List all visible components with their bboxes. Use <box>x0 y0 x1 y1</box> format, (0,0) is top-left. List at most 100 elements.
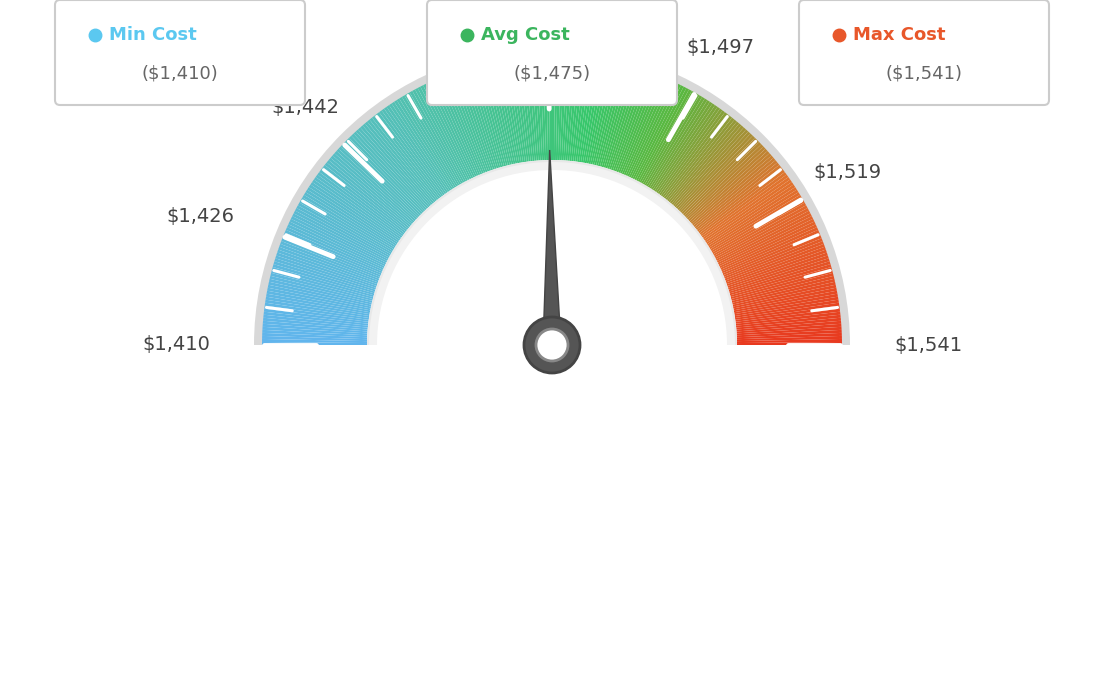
Wedge shape <box>633 84 681 179</box>
Wedge shape <box>310 182 399 243</box>
Wedge shape <box>588 61 613 164</box>
Wedge shape <box>629 81 676 177</box>
Wedge shape <box>266 290 370 313</box>
Wedge shape <box>287 224 384 270</box>
Wedge shape <box>264 306 369 322</box>
Wedge shape <box>522 57 534 161</box>
Wedge shape <box>491 61 516 164</box>
Wedge shape <box>710 195 802 251</box>
Wedge shape <box>351 134 425 211</box>
Wedge shape <box>693 158 775 227</box>
Wedge shape <box>635 86 683 180</box>
Wedge shape <box>716 210 810 261</box>
Wedge shape <box>421 86 469 180</box>
Wedge shape <box>500 59 521 163</box>
Wedge shape <box>507 58 526 162</box>
Wedge shape <box>688 149 767 221</box>
Wedge shape <box>275 258 375 292</box>
Wedge shape <box>692 155 774 226</box>
Wedge shape <box>735 312 840 326</box>
Wedge shape <box>330 155 412 226</box>
Wedge shape <box>486 62 511 165</box>
Wedge shape <box>307 187 396 246</box>
Wedge shape <box>266 297 370 316</box>
Wedge shape <box>626 79 670 176</box>
Wedge shape <box>540 55 546 160</box>
Wedge shape <box>660 110 725 197</box>
Wedge shape <box>604 66 636 168</box>
Wedge shape <box>703 177 790 239</box>
Wedge shape <box>733 282 836 306</box>
Wedge shape <box>362 124 433 205</box>
Wedge shape <box>314 177 401 239</box>
Wedge shape <box>512 57 529 161</box>
Wedge shape <box>364 121 434 204</box>
Wedge shape <box>735 308 840 324</box>
Wedge shape <box>591 61 615 164</box>
Wedge shape <box>339 146 417 220</box>
Wedge shape <box>412 90 465 183</box>
FancyBboxPatch shape <box>427 0 677 105</box>
Wedge shape <box>720 224 817 270</box>
Wedge shape <box>417 87 468 181</box>
Wedge shape <box>549 55 552 160</box>
Wedge shape <box>737 339 842 343</box>
Wedge shape <box>382 108 445 195</box>
Wedge shape <box>264 312 369 326</box>
Wedge shape <box>471 66 502 168</box>
Wedge shape <box>325 163 408 230</box>
Wedge shape <box>349 136 424 213</box>
Text: $1,410: $1,410 <box>142 335 210 355</box>
Wedge shape <box>439 77 482 175</box>
Wedge shape <box>725 244 825 282</box>
Wedge shape <box>480 63 508 166</box>
Wedge shape <box>379 110 444 197</box>
Wedge shape <box>564 56 573 161</box>
Wedge shape <box>283 235 381 277</box>
Text: ($1,410): ($1,410) <box>141 64 219 82</box>
Wedge shape <box>671 124 742 205</box>
Wedge shape <box>734 294 838 314</box>
Wedge shape <box>272 267 374 297</box>
Wedge shape <box>319 170 405 235</box>
Wedge shape <box>659 108 722 195</box>
Wedge shape <box>428 81 475 177</box>
Wedge shape <box>443 75 484 174</box>
Wedge shape <box>322 165 407 232</box>
Wedge shape <box>639 90 692 183</box>
Wedge shape <box>335 151 414 223</box>
Wedge shape <box>730 267 832 297</box>
Wedge shape <box>389 104 449 192</box>
Wedge shape <box>733 285 836 308</box>
Text: $1,541: $1,541 <box>894 335 962 355</box>
Text: Max Cost: Max Cost <box>853 26 945 44</box>
Wedge shape <box>728 253 828 288</box>
Wedge shape <box>426 83 474 179</box>
Wedge shape <box>723 235 821 277</box>
Wedge shape <box>301 197 393 253</box>
Wedge shape <box>726 250 827 286</box>
Wedge shape <box>524 56 537 161</box>
Wedge shape <box>720 221 816 268</box>
Wedge shape <box>575 57 592 161</box>
Wedge shape <box>715 208 809 259</box>
Wedge shape <box>736 333 842 339</box>
Wedge shape <box>263 317 368 330</box>
Text: Avg Cost: Avg Cost <box>481 26 570 44</box>
Wedge shape <box>404 94 459 186</box>
Wedge shape <box>495 60 518 164</box>
Wedge shape <box>729 258 829 292</box>
Wedge shape <box>736 324 841 333</box>
Wedge shape <box>262 336 368 341</box>
Wedge shape <box>386 105 448 193</box>
Wedge shape <box>392 102 452 191</box>
Wedge shape <box>701 172 787 236</box>
Wedge shape <box>498 59 519 164</box>
Wedge shape <box>607 68 641 169</box>
Wedge shape <box>367 160 737 345</box>
Wedge shape <box>384 107 446 194</box>
Wedge shape <box>402 95 458 187</box>
Wedge shape <box>712 200 805 254</box>
Wedge shape <box>565 56 576 161</box>
Wedge shape <box>731 270 832 299</box>
